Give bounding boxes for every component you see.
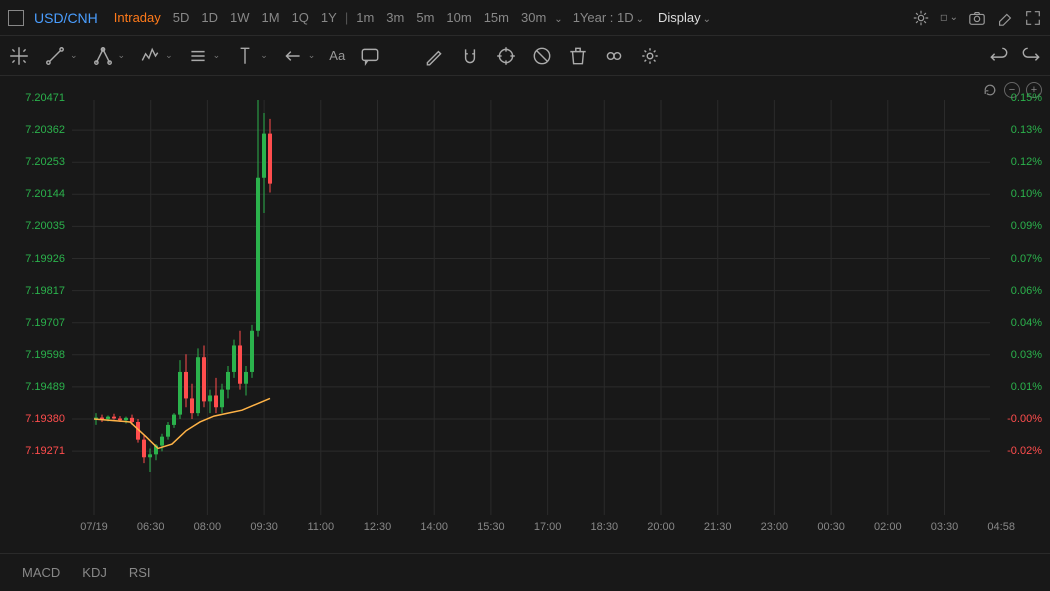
timeframe-10m[interactable]: 10m [440, 10, 477, 25]
y-left-tick: 7.19817 [25, 285, 65, 297]
timeframe-5m[interactable]: 5m [410, 10, 440, 25]
magnet-tool[interactable] [459, 45, 481, 67]
y-right-tick: -0.00% [1007, 413, 1042, 425]
x-tick: 08:00 [194, 521, 222, 533]
x-tick: 09:30 [250, 521, 278, 533]
wave-tool[interactable] [139, 45, 161, 67]
y-right-tick: 0.10% [1011, 188, 1042, 200]
undo-button[interactable] [988, 45, 1010, 67]
timeframe-1y[interactable]: 1Y [315, 10, 343, 25]
timeframe-5d[interactable]: 5D [167, 10, 196, 25]
y-right-tick: 0.04% [1011, 317, 1042, 329]
redo-button[interactable] [1020, 45, 1042, 67]
chart-plot[interactable] [72, 100, 990, 515]
x-tick: 07/19 [80, 521, 108, 533]
y-left-tick: 7.19489 [25, 381, 65, 393]
y-right-tick: 0.12% [1011, 156, 1042, 168]
timeframe-1q[interactable]: 1Q [286, 10, 315, 25]
indicator-rsi[interactable]: RSI [129, 565, 151, 580]
top-bar: USD/CNH Intraday5D1D1W1M1Q1Y|1m3m5m10m15… [0, 0, 1050, 36]
y-left-tick: 7.19598 [25, 349, 65, 361]
list-tool[interactable] [187, 45, 209, 67]
x-tick: 17:00 [534, 521, 562, 533]
timeframe-15m[interactable]: 15m [478, 10, 515, 25]
timeframe-3m[interactable]: 3m [380, 10, 410, 25]
x-axis: 07/19 06:30 08:00 09:30 11:00 12:30 14:00 15:30… [72, 521, 990, 541]
y-right-tick: 0.09% [1011, 220, 1042, 232]
link-tool[interactable] [603, 45, 625, 67]
y-right-tick: 0.13% [1011, 124, 1042, 136]
y-right-tick: 0.06% [1011, 285, 1042, 297]
symbol-label[interactable]: USD/CNH [34, 10, 98, 26]
timeframe-1d[interactable]: 1D [195, 10, 224, 25]
y-left-tick: 7.19380 [25, 413, 65, 425]
indicator-kdj[interactable]: KDJ [82, 565, 107, 580]
y-left-tick: 7.20471 [25, 92, 65, 104]
y-left-tick: 7.19707 [25, 317, 65, 329]
square-dropdown-icon[interactable]: ⌄ [940, 9, 958, 27]
gear-icon[interactable] [912, 9, 930, 27]
indicator-bar: MACD KDJ RSI [0, 553, 1050, 591]
x-tick: 20:00 [647, 521, 675, 533]
timeframe-30m[interactable]: 30m [515, 10, 552, 25]
y-left-tick: 7.20362 [25, 124, 65, 136]
x-tick: 02:00 [874, 521, 902, 533]
timeframe-1m[interactable]: 1M [256, 10, 286, 25]
indicator-macd[interactable]: MACD [22, 565, 60, 580]
y-right-tick: 0.01% [1011, 381, 1042, 393]
shape-tool[interactable] [92, 45, 114, 67]
y-right-tick: 0.07% [1011, 253, 1042, 265]
y-left-tick: 7.20035 [25, 220, 65, 232]
timeframe-intraday[interactable]: Intraday [108, 10, 167, 25]
display-dropdown[interactable]: Display⌄ [654, 10, 715, 25]
x-tick: 23:00 [761, 521, 789, 533]
x-tick: 14:00 [420, 521, 448, 533]
range-selector[interactable]: 1Year : 1D⌄ [567, 10, 650, 25]
x-tick: 12:30 [364, 521, 392, 533]
y-left-tick: 7.20144 [25, 188, 65, 200]
x-tick: 18:30 [591, 521, 619, 533]
target-tool[interactable] [495, 45, 517, 67]
eraser-icon[interactable] [996, 9, 1014, 27]
y-axis-left: 7.20471 7.20362 7.20253 7.20144 7.20035 7.199… [10, 76, 65, 515]
expand-icon[interactable] [1024, 9, 1042, 27]
y-right-tick: 0.15% [1011, 92, 1042, 104]
x-tick: 11:00 [307, 521, 334, 533]
x-tick: 15:30 [477, 521, 505, 533]
camera-icon[interactable] [968, 9, 986, 27]
y-right-tick: 0.03% [1011, 349, 1042, 361]
timeframe-1m[interactable]: 1m [350, 10, 380, 25]
drawing-toolbar: ⌄ ⌄ ⌄ ⌄ ⌄ ⌄ Aa [0, 36, 1050, 76]
chart-area[interactable]: − + 7.204717.203627.202537.201447.200357… [0, 76, 1050, 553]
x-tick: 00:30 [817, 521, 845, 533]
pencil-tool[interactable] [423, 45, 445, 67]
y-axis-right: 0.15% 0.13% 0.12% 0.10% 0.09% 0.07% 0.06% 0.04%… [987, 76, 1042, 515]
x-tick: 06:30 [137, 521, 165, 533]
comment-tool[interactable] [359, 45, 381, 67]
x-tick: 04:58 [987, 521, 1015, 533]
fullscreen-icon[interactable] [8, 10, 24, 26]
y-left-tick: 7.20253 [25, 156, 65, 168]
arrow-tool[interactable] [282, 45, 304, 67]
x-tick: 03:30 [931, 521, 959, 533]
delete-tool[interactable] [567, 45, 589, 67]
vertical-line-tool[interactable] [234, 45, 256, 67]
text-tool[interactable]: Aa [329, 45, 345, 67]
y-left-tick: 7.19926 [25, 253, 65, 265]
trend-line-tool[interactable] [44, 45, 66, 67]
x-tick: 21:30 [704, 521, 732, 533]
disable-tool[interactable] [531, 45, 553, 67]
y-right-tick: -0.02% [1007, 445, 1042, 457]
crosshair-tool[interactable] [8, 45, 30, 67]
y-left-tick: 7.19271 [25, 445, 65, 457]
timeframe-1w[interactable]: 1W [224, 10, 256, 25]
settings-tool[interactable] [639, 45, 661, 67]
